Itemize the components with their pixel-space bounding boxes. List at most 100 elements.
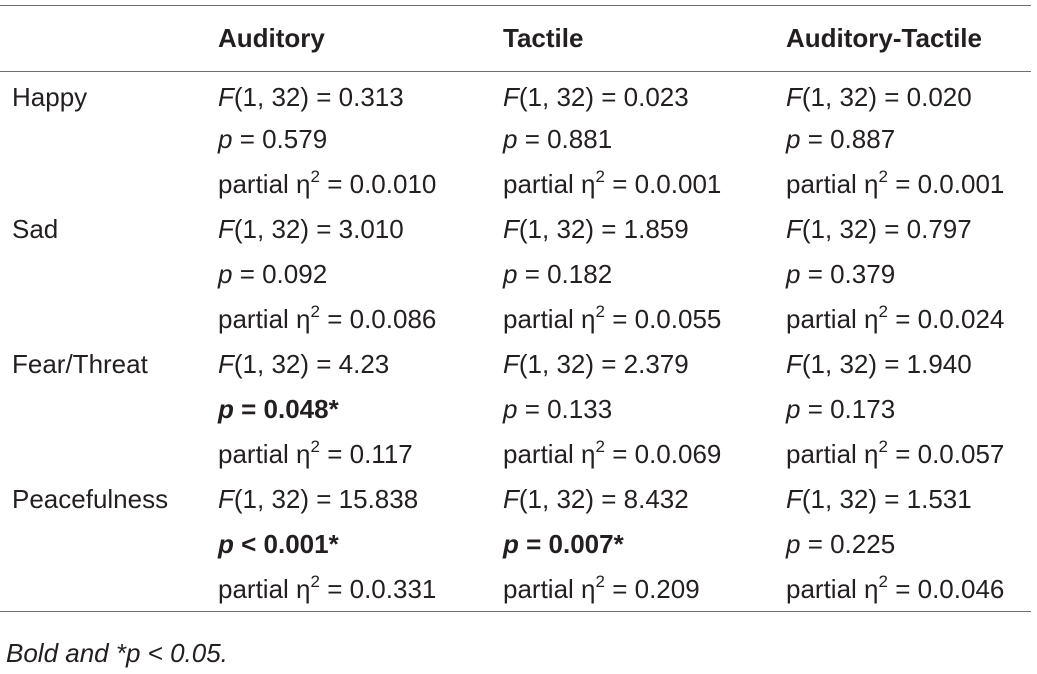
- stat-cell: p = 0.881: [491, 117, 774, 162]
- stat-cell: partial η2 = 0.0.055: [491, 297, 774, 342]
- eta-symbol: η: [296, 169, 311, 199]
- stat-text: p = 0.133: [503, 394, 612, 424]
- stat-text: F(1, 32) = 8.432: [503, 484, 689, 514]
- stat-variable: p: [218, 529, 234, 559]
- eta-symbol: η: [864, 169, 879, 199]
- emotion-label: [0, 162, 206, 207]
- stat-cell: F(1, 32) = 0.313: [206, 72, 491, 117]
- eta-exponent: 2: [310, 437, 320, 456]
- eta-exponent: 2: [310, 167, 320, 186]
- stat-value: = 0.117: [319, 439, 413, 469]
- stat-cell: partial η2 = 0.0.024: [774, 297, 1031, 342]
- stat-cell: partial η2 = 0.0.331: [206, 566, 491, 612]
- table-row: Peacefulness F(1, 32) = 15.838 F(1, 32) = …: [0, 477, 1031, 522]
- stat-cell: F(1, 32) = 4.23: [206, 342, 491, 387]
- stat-cell: p = 0.007*: [491, 522, 774, 567]
- stat-text: p = 0.092: [218, 259, 327, 289]
- partial-label: partial: [503, 304, 582, 334]
- header-cell-tactile: Tactile: [491, 5, 774, 72]
- stat-value: = 0.225: [800, 529, 896, 559]
- stat-cell: partial η2 = 0.117: [206, 432, 491, 477]
- header-cell-auditory-tactile: Auditory-Tactile: [774, 5, 1031, 72]
- stat-variable: F: [503, 82, 519, 113]
- partial-label: partial: [503, 573, 582, 604]
- table-row: Happy F(1, 32) = 0.313 F(1, 32) = 0.023 F(1…: [0, 72, 1031, 117]
- stat-variable: F: [218, 349, 234, 379]
- stat-value: = 0.0.010: [319, 169, 437, 199]
- emotion-label: [0, 297, 206, 342]
- stat-text: p = 0.887: [786, 124, 895, 154]
- stat-value: = 0.0.001: [887, 169, 1005, 199]
- emotion-label: [0, 522, 206, 567]
- eta-exponent: 2: [595, 437, 605, 456]
- stat-variable: p: [786, 529, 801, 559]
- stat-value: = 0.0.331: [319, 573, 437, 604]
- stat-value: = 0.133: [517, 394, 613, 424]
- stat-value: (1, 32) = 4.23: [233, 349, 390, 379]
- partial-label: partial: [786, 573, 865, 604]
- stat-value: = 0.092: [232, 259, 328, 289]
- stat-cell: F(1, 32) = 15.838: [206, 477, 491, 522]
- stat-text: F(1, 32) = 1.531: [786, 484, 972, 514]
- stat-variable: p: [503, 259, 518, 289]
- stat-value: (1, 32) = 0.023: [518, 82, 689, 113]
- stat-cell: p = 0.225: [774, 522, 1031, 567]
- stat-text: p = 0.579: [218, 124, 327, 154]
- eta-symbol: η: [296, 439, 311, 469]
- stat-variable: p: [786, 259, 801, 289]
- stat-cell: F(1, 32) = 0.023: [491, 72, 774, 117]
- stat-text: F(1, 32) = 0.020: [786, 82, 972, 112]
- stat-value: = 0.0.055: [604, 304, 722, 334]
- emotion-label: [0, 566, 206, 612]
- table-row: partial η2 = 0.117 partial η2 = 0.0.069 pa…: [0, 432, 1031, 477]
- stat-value: = 0.007*: [518, 529, 624, 559]
- stat-variable: F: [218, 484, 234, 514]
- eta-exponent: 2: [878, 437, 888, 456]
- eta-symbol: η: [864, 304, 879, 334]
- stat-value: (1, 32) = 15.838: [233, 484, 419, 514]
- stat-value: (1, 32) = 1.859: [518, 214, 689, 244]
- emotion-label: [0, 117, 206, 162]
- stat-cell: F(1, 32) = 0.797: [774, 207, 1031, 252]
- stat-value: = 0.0.086: [319, 304, 437, 334]
- header-row: Auditory Tactile Auditory-Tactile: [0, 5, 1031, 72]
- header-cell-empty: [0, 5, 206, 72]
- stat-variable: F: [503, 484, 519, 514]
- stat-text: p = 0.173: [786, 394, 895, 424]
- stat-value: = 0.0.069: [604, 439, 722, 469]
- stat-variable: F: [503, 349, 519, 379]
- eta-symbol: η: [864, 439, 879, 469]
- eta-symbol: η: [864, 573, 879, 604]
- partial-label: partial: [786, 169, 865, 199]
- emotion-label: Fear/Threat: [12, 349, 148, 379]
- stat-variable: p: [503, 394, 518, 424]
- stat-text: F(1, 32) = 1.940: [786, 349, 972, 379]
- stat-text: F(1, 32) = 0.023: [503, 82, 689, 112]
- stat-cell: F(1, 32) = 1.940: [774, 342, 1031, 387]
- eta-symbol: η: [581, 304, 596, 334]
- stat-text: p = 0.881: [503, 124, 612, 154]
- partial-label: partial: [503, 169, 582, 199]
- stat-cell: p = 0.048*: [206, 387, 491, 432]
- eta-symbol: η: [581, 439, 596, 469]
- stat-variable: F: [503, 214, 519, 244]
- stat-cell: partial η2 = 0.0.001: [491, 162, 774, 207]
- stat-cell: p = 0.182: [491, 252, 774, 297]
- eta-symbol: η: [296, 573, 311, 604]
- emotion-label: Sad: [12, 214, 59, 244]
- stat-text: F(1, 32) = 4.23: [218, 349, 389, 379]
- significant-stat: p = 0.007*: [503, 529, 624, 559]
- stat-value: = 0.887: [800, 124, 896, 154]
- eta-exponent: 2: [595, 167, 605, 186]
- stat-cell: partial η2 = 0.0.001: [774, 162, 1031, 207]
- stat-text: F(1, 32) = 2.379: [503, 349, 689, 379]
- stat-value: = 0.0.001: [604, 169, 722, 199]
- stat-value: = 0.379: [800, 259, 896, 289]
- emotion-label: [0, 432, 206, 477]
- eta-exponent: 2: [878, 167, 888, 186]
- eta-exponent: 2: [310, 302, 320, 321]
- table-row: Fear/Threat F(1, 32) = 4.23 F(1, 32) = 2.3…: [0, 342, 1031, 387]
- stat-cell: partial η2 = 0.0.069: [491, 432, 774, 477]
- eta-exponent: 2: [310, 571, 320, 591]
- partial-label: partial: [218, 573, 297, 604]
